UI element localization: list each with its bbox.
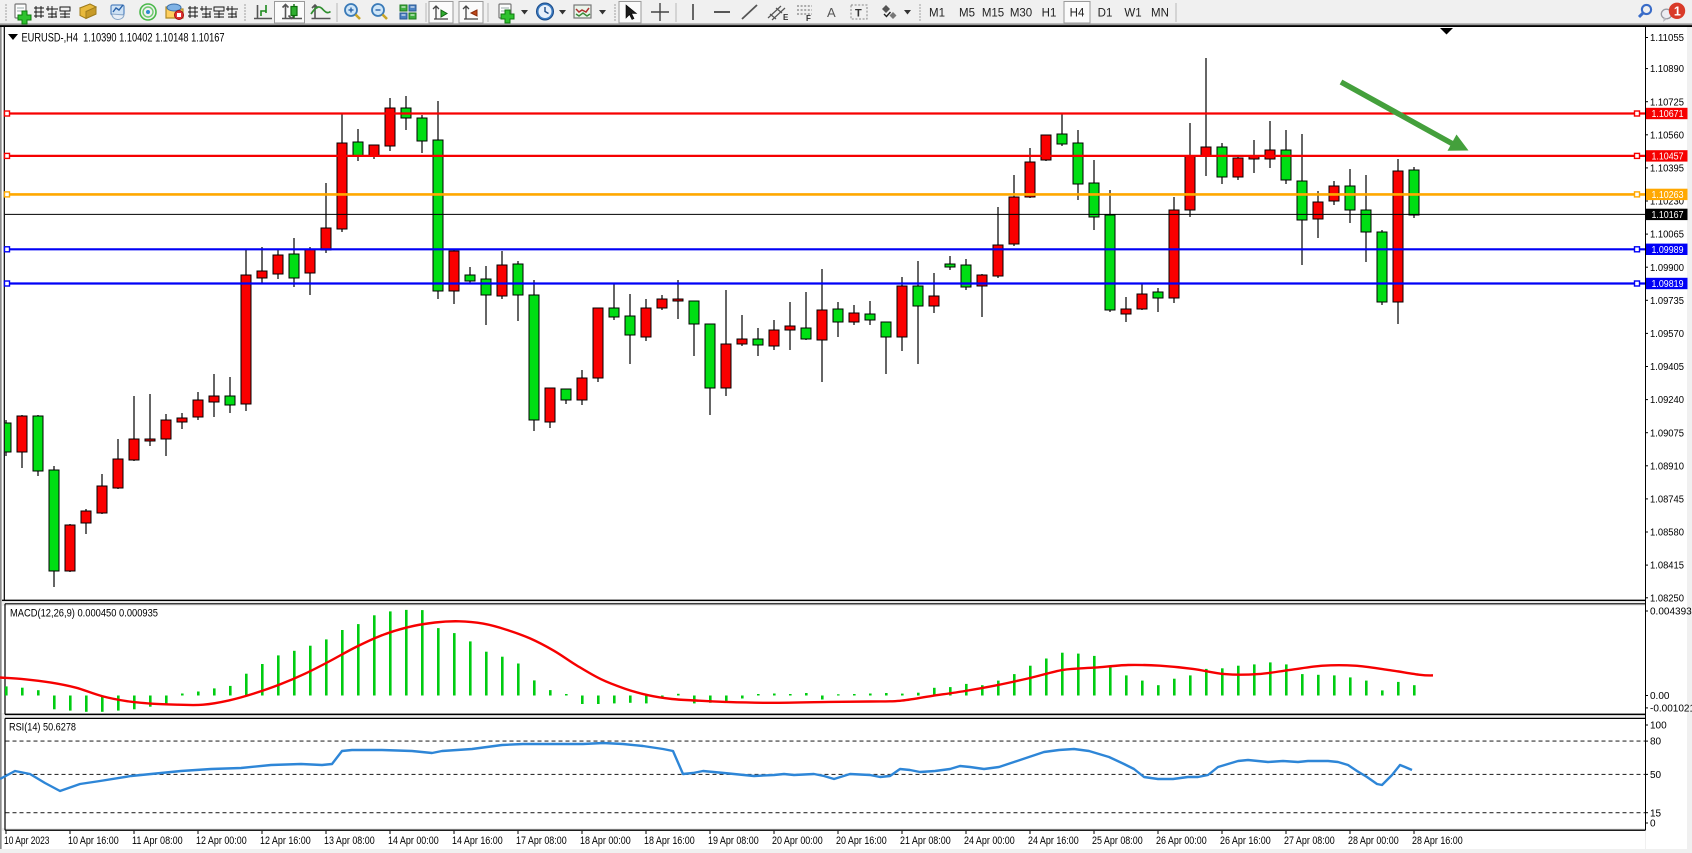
svg-text:T: T — [855, 8, 862, 20]
svg-text:H4: H4 — [1070, 8, 1085, 20]
svg-text:E: E — [783, 13, 789, 22]
svg-text:M5: M5 — [959, 8, 975, 20]
svg-text:W1: W1 — [1124, 8, 1141, 20]
svg-text:1.08415: 1.08415 — [1650, 561, 1684, 572]
svg-text:1.08910: 1.08910 — [1650, 461, 1684, 472]
svg-text:0.00: 0.00 — [1650, 691, 1670, 702]
svg-text:M1: M1 — [929, 8, 945, 20]
svg-text:M30: M30 — [1010, 8, 1032, 20]
svg-text:RSI(14) 50.6278: RSI(14) 50.6278 — [9, 722, 76, 734]
svg-text:1.09240: 1.09240 — [1650, 395, 1684, 406]
svg-text:100: 100 — [1650, 721, 1667, 732]
svg-text:12 Apr 00:00: 12 Apr 00:00 — [196, 835, 247, 847]
svg-text:1.10560: 1.10560 — [1650, 130, 1684, 141]
svg-text:H1: H1 — [1042, 8, 1057, 20]
svg-text:1.10230: 1.10230 — [1650, 197, 1684, 208]
svg-text:24 Apr 00:00: 24 Apr 00:00 — [964, 835, 1015, 847]
svg-text:0: 0 — [1650, 819, 1656, 830]
svg-text:10 Apr 16:00: 10 Apr 16:00 — [68, 835, 119, 847]
svg-text:1: 1 — [1674, 4, 1681, 18]
svg-text:-0.001021: -0.001021 — [1650, 704, 1692, 715]
svg-text:1.09819: 1.09819 — [1652, 279, 1684, 290]
svg-text:1.10065: 1.10065 — [1650, 230, 1684, 241]
svg-text:17 Apr 08:00: 17 Apr 08:00 — [516, 835, 567, 847]
svg-text:21 Apr 08:00: 21 Apr 08:00 — [900, 835, 951, 847]
svg-text:24 Apr 16:00: 24 Apr 16:00 — [1028, 835, 1079, 847]
svg-text:20 Apr 00:00: 20 Apr 00:00 — [772, 835, 823, 847]
svg-text:26 Apr 00:00: 26 Apr 00:00 — [1156, 835, 1207, 847]
svg-text:D1: D1 — [1098, 8, 1113, 20]
svg-text:13 Apr 08:00: 13 Apr 08:00 — [324, 835, 375, 847]
svg-text:15: 15 — [1650, 808, 1662, 819]
svg-text:1.09989: 1.09989 — [1652, 245, 1684, 256]
svg-text:MACD(12,26,9) 0.000450 0.00093: MACD(12,26,9) 0.000450 0.000935 — [10, 608, 158, 620]
svg-text:A: A — [827, 5, 836, 20]
svg-text:1.10671: 1.10671 — [1652, 109, 1684, 120]
svg-text:1.09735: 1.09735 — [1650, 296, 1684, 307]
svg-text:MN: MN — [1151, 8, 1169, 20]
svg-text:1.10457: 1.10457 — [1652, 152, 1684, 163]
svg-text:F: F — [806, 14, 811, 23]
svg-text:27 Apr 08:00: 27 Apr 08:00 — [1284, 835, 1335, 847]
svg-text:0.004393: 0.004393 — [1650, 607, 1692, 618]
svg-text:14 Apr 16:00: 14 Apr 16:00 — [452, 835, 503, 847]
svg-text:12 Apr 16:00: 12 Apr 16:00 — [260, 835, 311, 847]
svg-text:28 Apr 16:00: 28 Apr 16:00 — [1412, 835, 1463, 847]
svg-text:1.08250: 1.08250 — [1650, 593, 1684, 604]
svg-text:18 Apr 16:00: 18 Apr 16:00 — [644, 835, 695, 847]
svg-text:1.10725: 1.10725 — [1650, 97, 1684, 108]
svg-text:1.09075: 1.09075 — [1650, 428, 1684, 439]
svg-text:M15: M15 — [982, 8, 1004, 20]
svg-text:1.09405: 1.09405 — [1650, 362, 1684, 373]
svg-text:1.10167: 1.10167 — [1652, 210, 1684, 221]
svg-text:1.08580: 1.08580 — [1650, 528, 1684, 539]
svg-text:1.11055: 1.11055 — [1650, 33, 1684, 44]
svg-text:10 Apr 2023: 10 Apr 2023 — [4, 835, 50, 847]
svg-text:20 Apr 16:00: 20 Apr 16:00 — [836, 835, 887, 847]
svg-text:11 Apr 08:00: 11 Apr 08:00 — [132, 835, 183, 847]
svg-text:1.10395: 1.10395 — [1650, 164, 1684, 175]
svg-text:26 Apr 16:00: 26 Apr 16:00 — [1220, 835, 1271, 847]
svg-text:1.10263: 1.10263 — [1652, 190, 1684, 201]
svg-text:28 Apr 00:00: 28 Apr 00:00 — [1348, 835, 1399, 847]
svg-text:18 Apr 00:00: 18 Apr 00:00 — [580, 835, 631, 847]
svg-text:1.09900: 1.09900 — [1650, 263, 1684, 274]
svg-text:1.10890: 1.10890 — [1650, 64, 1684, 75]
svg-text:1.08745: 1.08745 — [1650, 495, 1684, 506]
svg-text:25 Apr 08:00: 25 Apr 08:00 — [1092, 835, 1143, 847]
svg-text:19 Apr 08:00: 19 Apr 08:00 — [708, 835, 759, 847]
svg-text:EURUSD-,H4 1.10390 1.10402 1.: EURUSD-,H4 1.10390 1.10402 1.10148 1.101… — [22, 30, 225, 44]
svg-text:14 Apr 00:00: 14 Apr 00:00 — [388, 835, 439, 847]
svg-text:50: 50 — [1650, 770, 1662, 781]
svg-text:1.09570: 1.09570 — [1650, 329, 1684, 340]
svg-text:80: 80 — [1650, 737, 1662, 748]
